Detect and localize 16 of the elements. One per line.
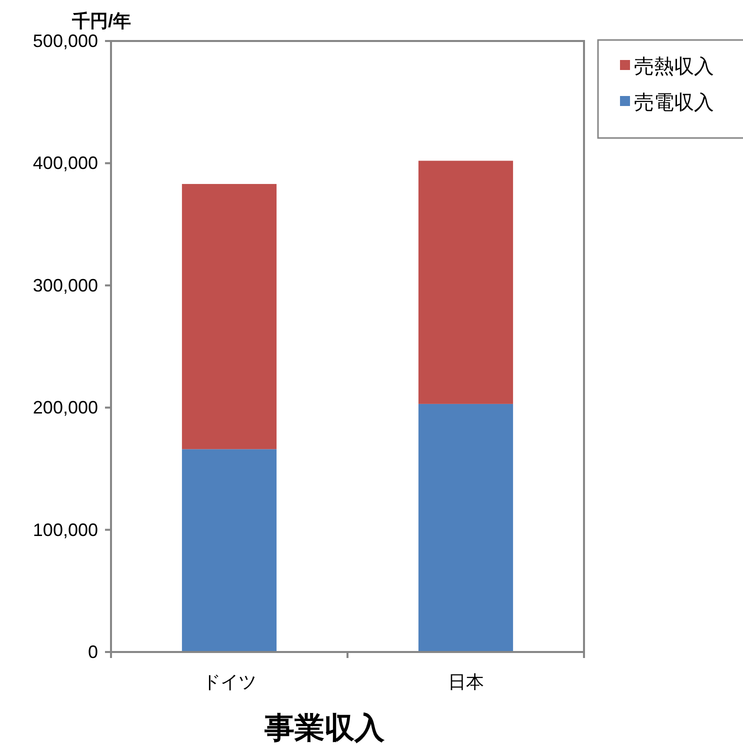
x-tick-label: ドイツ xyxy=(202,672,256,692)
y-tick-label: 500,000 xyxy=(32,31,98,51)
y-tick-label: 400,000 xyxy=(32,153,98,174)
bar xyxy=(418,404,514,652)
legend-label: 売電収入 xyxy=(634,92,714,114)
y-tick-label: 0 xyxy=(88,642,98,662)
y-tick-label: 200,000 xyxy=(32,398,98,418)
bar xyxy=(182,449,277,652)
bar xyxy=(182,184,277,450)
y-tick-label: 300,000 xyxy=(32,275,98,296)
legend-label: 売熱収入 xyxy=(634,56,714,78)
y-tick-label: 100,000 xyxy=(32,520,98,540)
text: 事業収入 xyxy=(264,712,386,745)
x-tick-label: 日本 xyxy=(448,672,484,692)
bar xyxy=(418,160,514,404)
y-axis-title: 千円/年 xyxy=(71,11,132,31)
